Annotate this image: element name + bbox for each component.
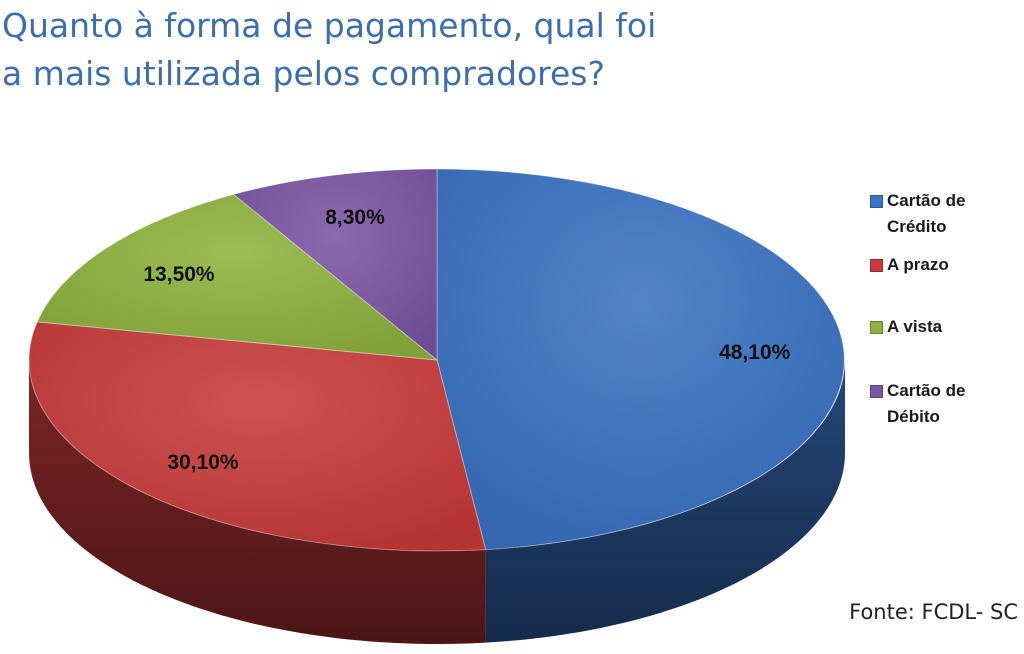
pie-slice-4 <box>232 168 438 362</box>
pie-slice-2 <box>28 321 487 552</box>
legend-swatch <box>870 259 883 272</box>
legend-swatch <box>870 195 883 208</box>
data-label-1: 48,10% <box>719 341 791 364</box>
data-label-2: 30,10% <box>167 451 239 474</box>
legend-item-2: A prazo <box>870 252 1020 278</box>
chart-title: Quanto à forma de pagamento, qual foi a … <box>2 2 762 98</box>
title-line-2: a mais utilizada pelos compradores? <box>2 54 605 93</box>
title-line-1: Quanto à forma de pagamento, qual foi <box>2 6 657 45</box>
legend-label: Cartão de <box>887 381 966 400</box>
pie-side-2 <box>29 360 486 644</box>
pie-slice-1 <box>436 168 845 551</box>
legend-label: Cartão de <box>887 191 966 210</box>
pie-side-1 <box>485 360 845 643</box>
legend-label: A vista <box>887 317 943 336</box>
legend-label: Crédito <box>887 217 947 236</box>
legend-item-1: Cartão de Crédito <box>870 188 1020 240</box>
pie-data-labels: 48,10% 30,10% 13,50% 8,30% <box>143 206 790 474</box>
legend-item-3: A vista <box>870 314 1020 340</box>
legend-label: A prazo <box>887 255 949 274</box>
legend-swatch <box>870 385 883 398</box>
legend-label: Débito <box>887 407 940 426</box>
pie-tops <box>28 168 845 552</box>
source-note: Fonte: FCDL- SC <box>849 600 1018 624</box>
pie-sides <box>29 360 845 644</box>
legend-swatch <box>870 321 883 334</box>
pie-slice-3 <box>36 193 439 361</box>
data-label-4: 8,30% <box>325 206 385 229</box>
legend-item-4: Cartão de Débito <box>870 378 1020 430</box>
data-label-3: 13,50% <box>143 263 215 286</box>
